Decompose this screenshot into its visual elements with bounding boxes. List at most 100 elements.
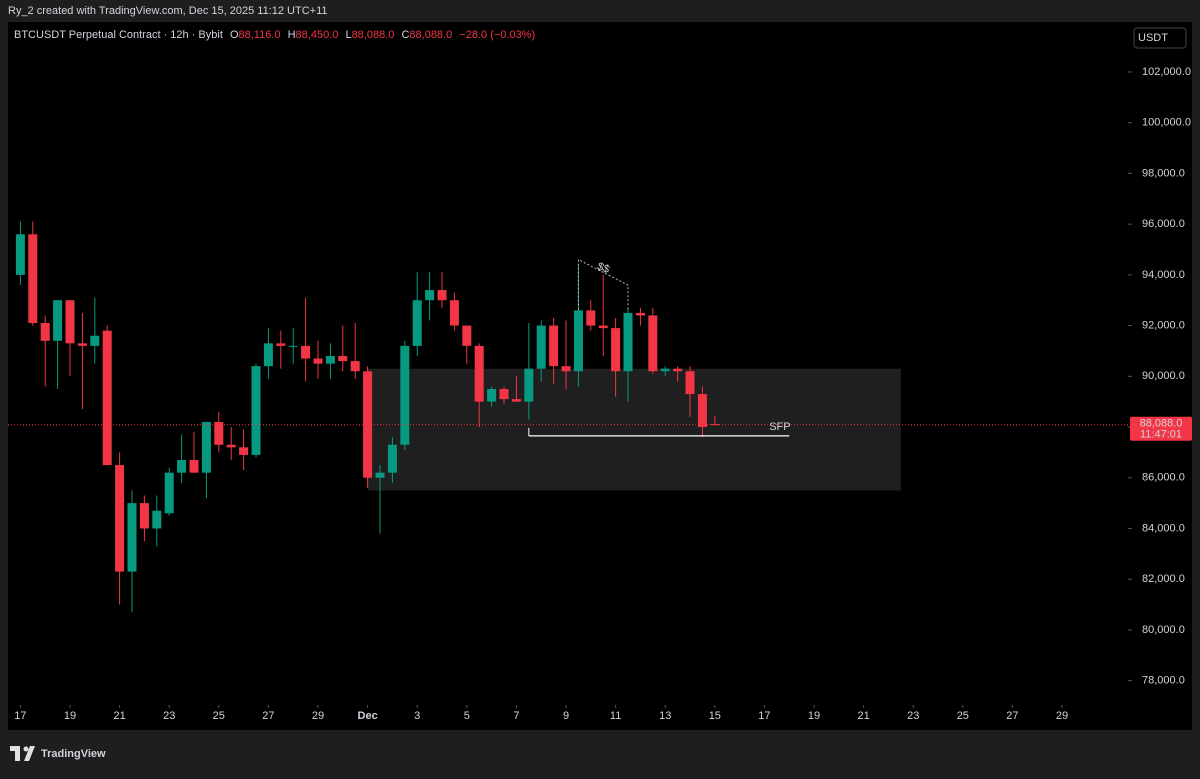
- x-tick-label: 29: [1056, 710, 1068, 722]
- candle-body: [474, 345, 484, 402]
- x-tick-label: 7: [513, 710, 519, 722]
- y-tick-label: 80,000.0: [1142, 624, 1185, 636]
- candle-body: [586, 310, 596, 326]
- candle-body: [338, 356, 348, 362]
- candle-body: [201, 421, 211, 473]
- x-tick-label: 19: [64, 710, 76, 722]
- candle-body: [536, 325, 546, 369]
- candle-body: [115, 465, 125, 572]
- candle-body: [239, 447, 249, 455]
- candle-body: [40, 323, 50, 341]
- candle-body: [573, 310, 583, 372]
- candle-body: [598, 325, 608, 329]
- y-tick-label: 92,000.0: [1142, 319, 1185, 331]
- candle-body: [648, 315, 658, 372]
- price-tag-countdown: 11:47:01: [1140, 429, 1182, 441]
- candle-body: [710, 424, 720, 426]
- symbol-header: BTCUSDT Perpetual Contract · 12h · Bybit…: [14, 29, 535, 41]
- caption-bar: [0, 0, 1200, 22]
- candle-body: [375, 472, 385, 478]
- candle-body: [15, 234, 25, 275]
- candle-body: [189, 460, 199, 473]
- candle-body: [437, 290, 447, 301]
- candle-body: [499, 388, 509, 400]
- x-tick-label: 23: [163, 710, 175, 722]
- y-tick-label: 94,000.0: [1142, 269, 1185, 281]
- x-tick-label: 17: [14, 710, 26, 722]
- candle-body: [226, 444, 236, 448]
- y-tick-label: 82,000.0: [1142, 573, 1185, 585]
- x-tick-label: 11: [610, 710, 621, 722]
- candle-body: [350, 361, 360, 372]
- ohlc-value: 88,088.0: [409, 29, 452, 41]
- candle-body: [511, 399, 521, 402]
- liquidity-line: [577, 258, 629, 311]
- x-tick-label: 5: [464, 710, 470, 722]
- candle-body: [462, 325, 472, 346]
- candle-body: [549, 325, 559, 367]
- candle-body: [152, 510, 162, 529]
- x-tick-label: Dec: [358, 710, 378, 722]
- zone-box: [367, 368, 901, 491]
- ohlc-key: L: [345, 29, 351, 41]
- left-frame: [0, 22, 8, 730]
- candle-body: [53, 300, 63, 341]
- x-tick-label: 25: [957, 710, 969, 722]
- candle-body: [611, 328, 621, 372]
- y-tick-label: 90,000.0: [1142, 370, 1185, 382]
- candle-body: [313, 358, 323, 364]
- price-tag-price: 88,088.0: [1140, 418, 1183, 430]
- brand-logo: TradingView: [10, 746, 106, 761]
- candle-body: [65, 300, 75, 344]
- candle-body: [251, 366, 261, 455]
- candle-body: [623, 312, 633, 372]
- candle-body: [276, 343, 286, 346]
- brand-icon: [10, 746, 35, 761]
- x-tick-label: 3: [414, 710, 420, 722]
- change: −28.0 (−0.03%): [459, 29, 535, 41]
- currency-label[interactable]: USDT: [1138, 32, 1168, 44]
- symbol: BTCUSDT Perpetual Contract · 12h · Bybit: [14, 29, 223, 41]
- liquidity-label: $$: [595, 261, 611, 276]
- candle-body: [90, 335, 100, 346]
- x-tick-label: 29: [312, 710, 324, 722]
- candle-body: [77, 343, 87, 346]
- x-tick-label: 15: [709, 710, 721, 722]
- ohlc-key: H: [288, 29, 296, 41]
- candle-body: [301, 345, 311, 359]
- candle-body: [561, 366, 571, 372]
- ohlc-value: 88,450.0: [296, 29, 339, 41]
- candle-body: [214, 421, 224, 445]
- x-tick-label: 13: [659, 710, 671, 722]
- x-tick-label: 21: [857, 710, 869, 722]
- right-frame: [1192, 22, 1200, 730]
- ohlc-key: O: [230, 29, 239, 41]
- x-tick-label: 19: [808, 710, 820, 722]
- price-tag: [1130, 416, 1192, 441]
- candle-body: [325, 356, 335, 364]
- y-tick-label: 84,000.0: [1142, 522, 1185, 534]
- x-tick-label: 17: [758, 710, 770, 722]
- candle-body: [425, 290, 435, 301]
- candle-body: [487, 388, 497, 402]
- candle-body: [102, 330, 112, 466]
- y-tick-label: 96,000.0: [1142, 218, 1185, 230]
- candle-body: [387, 444, 397, 473]
- candle-body: [139, 503, 149, 529]
- candle-body: [673, 368, 683, 372]
- ohlc-value: 88,116.0: [239, 29, 281, 41]
- currency-button[interactable]: [1133, 27, 1187, 49]
- candle-body: [697, 394, 707, 428]
- ohlc-key: C: [401, 29, 409, 41]
- candle-body: [412, 300, 422, 346]
- candle-body: [164, 472, 174, 514]
- y-tick-label: 78,000.0: [1142, 675, 1185, 687]
- sfp-label: SFP: [769, 421, 790, 433]
- x-tick-label: 23: [907, 710, 919, 722]
- x-tick-label: 27: [262, 710, 274, 722]
- candle-body: [288, 345, 298, 347]
- x-tick-label: 27: [1006, 710, 1018, 722]
- candle-body: [660, 368, 670, 372]
- brand-icon-dot: [23, 746, 29, 752]
